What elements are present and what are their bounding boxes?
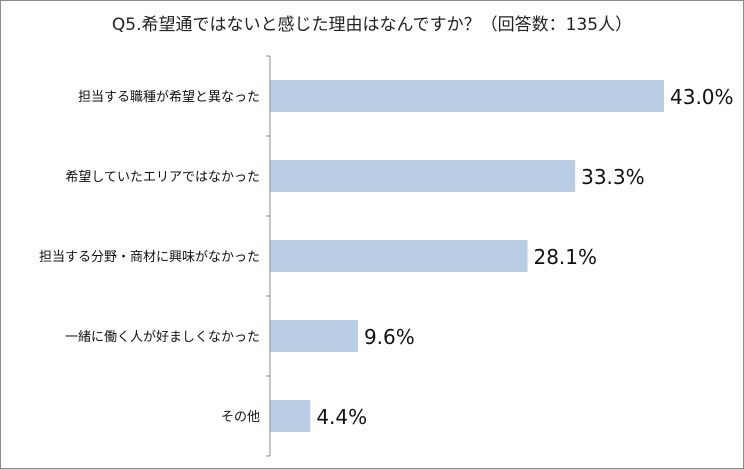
category-label-1: 希望していたエリアではなかった	[65, 169, 260, 185]
chart-title: Q5.希望通ではないと感じた理由はなんですか？（回答数：135人）	[111, 15, 633, 35]
bar-4	[270, 400, 311, 432]
category-label-4: その他	[221, 410, 260, 425]
category-label-2: 担当する分野・商材に興味がなかった	[39, 250, 260, 265]
category-label-3: 一緒に働く人が好ましくなかった	[65, 330, 260, 345]
value-label-0: 43.0%	[670, 85, 734, 109]
value-label-3: 9.6%	[364, 325, 415, 349]
value-label-2: 28.1%	[533, 245, 597, 269]
value-label-1: 33.3%	[581, 165, 645, 189]
bar-0	[270, 80, 664, 112]
bar-2	[270, 240, 528, 272]
bar-3	[270, 320, 358, 352]
category-label-0: 担当する職種が希望と異なった	[78, 89, 260, 105]
bar-1	[270, 160, 576, 192]
value-label-4: 4.4%	[316, 405, 367, 429]
